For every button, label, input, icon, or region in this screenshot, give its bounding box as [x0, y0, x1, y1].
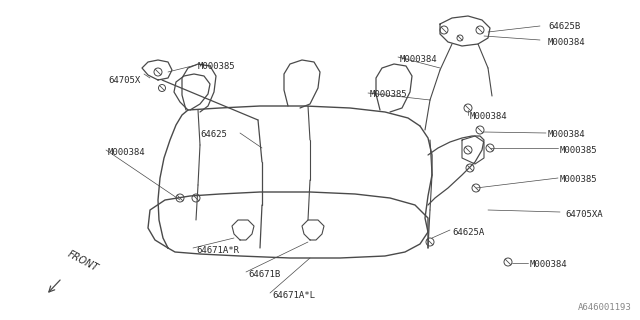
- Text: 64705X: 64705X: [108, 76, 140, 85]
- Text: M000385: M000385: [560, 146, 598, 155]
- Text: M000384: M000384: [470, 112, 508, 121]
- Text: 64705XA: 64705XA: [565, 210, 603, 219]
- Text: 64671A*L: 64671A*L: [272, 291, 315, 300]
- Text: A646001193: A646001193: [579, 303, 632, 312]
- Text: M000384: M000384: [530, 260, 568, 269]
- Text: M000384: M000384: [548, 38, 586, 47]
- Text: 64625A: 64625A: [452, 228, 484, 237]
- Text: M000385: M000385: [370, 90, 408, 99]
- Text: M000385: M000385: [560, 175, 598, 184]
- Text: M000384: M000384: [400, 55, 438, 64]
- Text: 64625B: 64625B: [548, 22, 580, 31]
- Text: M000385: M000385: [198, 62, 236, 71]
- Text: M000384: M000384: [548, 130, 586, 139]
- Text: M000384: M000384: [108, 148, 146, 157]
- Text: 64671B: 64671B: [248, 270, 280, 279]
- Text: 64625: 64625: [200, 130, 227, 139]
- Text: FRONT: FRONT: [66, 249, 100, 273]
- Text: 64671A*R: 64671A*R: [196, 246, 239, 255]
